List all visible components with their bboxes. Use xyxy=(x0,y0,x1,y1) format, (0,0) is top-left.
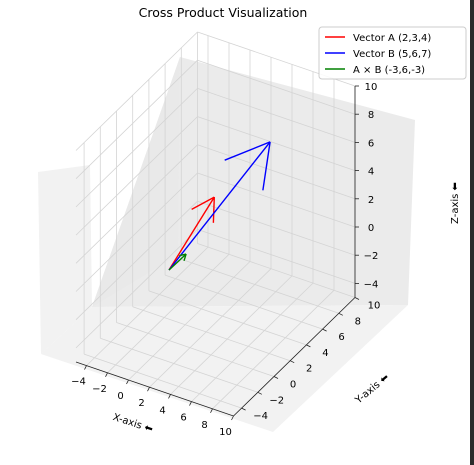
x-tick-label: −4 xyxy=(71,377,86,388)
x-tick-mark xyxy=(147,387,150,392)
x-tick-label: 10 xyxy=(219,427,232,438)
vector-head-0 xyxy=(212,197,215,223)
grid-line-side-z xyxy=(75,88,198,208)
y-tick-mark xyxy=(338,312,343,316)
legend-label: Vector B (5,6,7) xyxy=(353,49,431,60)
window-edge xyxy=(470,0,474,465)
y-tick-mark xyxy=(257,391,262,395)
x-tick-mark xyxy=(168,394,171,399)
y-tick-label: 2 xyxy=(306,364,312,375)
y-tick-mark xyxy=(290,360,295,364)
grid-line-back-z xyxy=(197,229,356,284)
grid-line-floor-y xyxy=(116,322,275,377)
grid-line-floor-x xyxy=(107,254,230,374)
y-tick-label: 0 xyxy=(290,380,296,391)
x-tick-mark xyxy=(126,379,129,385)
grid-line-floor-x xyxy=(170,275,293,395)
x-tick-label: 6 xyxy=(180,413,186,424)
grid-line-floor-x xyxy=(191,282,314,402)
grid-line-floor-y xyxy=(181,258,339,314)
x-tick-mark xyxy=(210,408,213,413)
grid-line-side-z xyxy=(75,200,198,320)
x-tick-label: 4 xyxy=(159,405,165,416)
vector-arrows xyxy=(168,141,271,271)
z-tick-label: 2 xyxy=(368,195,374,206)
pane-floor xyxy=(41,305,408,432)
y-tick-label: 6 xyxy=(338,332,344,343)
z-tick-label: −4 xyxy=(364,279,379,290)
grid-line-side-z xyxy=(75,229,198,349)
pane-left xyxy=(38,165,92,354)
y-tick-label: 8 xyxy=(355,316,361,327)
y-tick-mark xyxy=(241,407,246,411)
grid-line-side-z xyxy=(75,172,198,292)
z-tick-label: 10 xyxy=(365,82,378,93)
grid-line-floor-y xyxy=(100,337,258,393)
vector-head-2 xyxy=(179,253,187,257)
grid-line-floor-y xyxy=(83,353,242,409)
grid-line-back-z xyxy=(197,144,356,200)
grid-line-side-z xyxy=(75,59,198,179)
pane-back xyxy=(92,57,180,307)
grid-line-back-z xyxy=(197,200,356,256)
x-tick-mark xyxy=(231,415,234,421)
y-axis-line xyxy=(233,297,356,417)
z-tick-label: 8 xyxy=(368,110,374,121)
grid-line-floor-x xyxy=(212,290,335,410)
grid-line-back-z xyxy=(197,116,356,171)
grid-line-side-z xyxy=(75,116,198,236)
grid-line-floor-y xyxy=(197,243,356,298)
y-tick-label: −4 xyxy=(253,411,268,422)
z-tick-label: 4 xyxy=(368,167,374,178)
grid-line-floor-x xyxy=(149,268,272,388)
grid-line-floor-y xyxy=(132,306,291,362)
y-tick-mark xyxy=(273,376,279,379)
vector-head-0 xyxy=(191,196,215,210)
grid-line-side-z xyxy=(75,144,198,264)
z-tick-label: 6 xyxy=(368,138,374,149)
z-tick-label: −2 xyxy=(364,251,379,262)
z-tick-label: 0 xyxy=(368,223,374,234)
y-tick-label: 4 xyxy=(322,348,328,359)
grid-line-back-z xyxy=(197,88,356,143)
y-tick-mark xyxy=(322,328,327,332)
x-tick-label: 0 xyxy=(117,391,123,402)
x-tick-mark xyxy=(105,372,108,377)
vector-head-1 xyxy=(224,141,271,161)
grid-line-floor-x xyxy=(128,261,251,381)
y-axis-label: Y-axis ⬅ xyxy=(353,372,392,407)
vector-shaft-0 xyxy=(168,196,215,271)
grid-line-side-z xyxy=(75,31,198,151)
x-axis-label: X-axis ⬅ xyxy=(111,412,154,435)
vector-head-1 xyxy=(262,141,271,191)
vector-shaft-2 xyxy=(168,253,187,271)
x-tick-label: 2 xyxy=(138,398,144,409)
legend-label: A × B (-3,6,-3) xyxy=(353,65,425,76)
y-tick-label: 10 xyxy=(368,301,381,312)
legend: Vector A (2,3,4) Vector B (5,6,7) A × B (-… xyxy=(318,26,467,80)
y-tick-mark xyxy=(354,297,360,300)
grid-line-back-z xyxy=(197,172,356,228)
grid-line-floor-y xyxy=(164,274,323,330)
grid-line-floor-x xyxy=(86,246,209,366)
grid-lines xyxy=(75,31,356,417)
x-tick-label: −2 xyxy=(92,384,107,395)
x-axis-line xyxy=(75,361,234,417)
y-tick-label: −2 xyxy=(269,395,284,406)
grid-line-back-z xyxy=(197,59,356,115)
vector-shaft-1 xyxy=(168,141,271,271)
x-tick-mark xyxy=(189,401,192,406)
legend-box xyxy=(318,26,467,80)
chart-title: Cross Product Visualization xyxy=(139,5,308,20)
axis-lines xyxy=(75,86,356,417)
y-tick-mark xyxy=(306,344,311,348)
z-axis-label: Z-axis ⬅ xyxy=(450,182,461,224)
x-tick-label: 8 xyxy=(201,420,207,431)
legend-label: Vector A (2,3,4) xyxy=(353,33,431,44)
vector-head-2 xyxy=(183,253,187,261)
x-tick-mark xyxy=(84,365,87,370)
grid-line-floor-y xyxy=(148,290,307,346)
